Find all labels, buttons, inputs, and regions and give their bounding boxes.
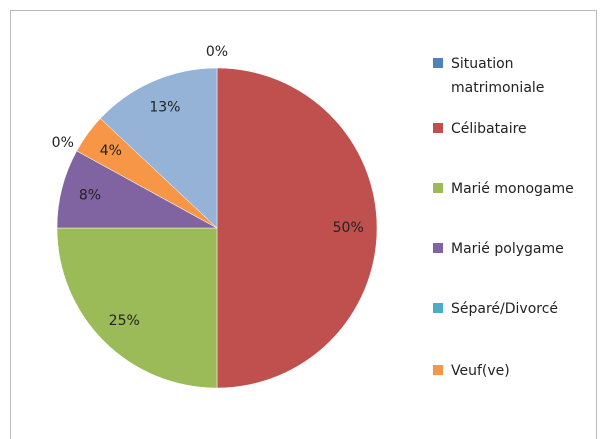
data-label: 13% — [149, 100, 180, 116]
legend-label: Célibataire — [451, 121, 527, 137]
legend-label: Séparé/Divorcé — [451, 301, 559, 317]
pie-slice — [216, 67, 378, 389]
legend-item: Marié polygame — [433, 237, 593, 261]
legend-swatch — [433, 183, 443, 193]
data-label: 0% — [206, 44, 228, 60]
data-label: 8% — [79, 187, 101, 203]
legend-label: Situation matrimoniale — [451, 56, 545, 96]
legend-item: Célibataire — [433, 117, 593, 141]
legend-item: Veuf(ve) — [433, 359, 593, 383]
legend-item: Séparé/Divorcé — [433, 297, 593, 321]
legend-label: Marié monogame — [451, 181, 574, 197]
legend-swatch — [433, 365, 443, 375]
data-label: 25% — [109, 313, 140, 329]
legend-swatch — [433, 123, 443, 133]
legend-item: Situation matrimoniale — [433, 52, 593, 100]
pie-slice — [56, 227, 218, 389]
data-label: 4% — [100, 143, 122, 159]
legend-item: Marié monogame — [433, 177, 593, 201]
data-label: 0% — [52, 135, 74, 151]
legend-swatch — [433, 243, 443, 253]
legend-swatch — [433, 303, 443, 313]
data-label: 50% — [333, 220, 364, 236]
legend-label: Veuf(ve) — [451, 363, 510, 379]
legend-label: Marié polygame — [451, 241, 564, 257]
pie-slice — [100, 67, 218, 229]
legend-swatch — [433, 58, 443, 68]
